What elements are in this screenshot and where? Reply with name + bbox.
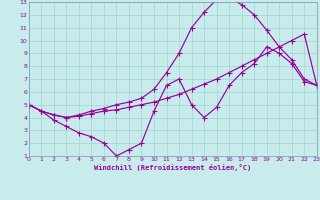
X-axis label: Windchill (Refroidissement éolien,°C): Windchill (Refroidissement éolien,°C) (94, 164, 252, 171)
